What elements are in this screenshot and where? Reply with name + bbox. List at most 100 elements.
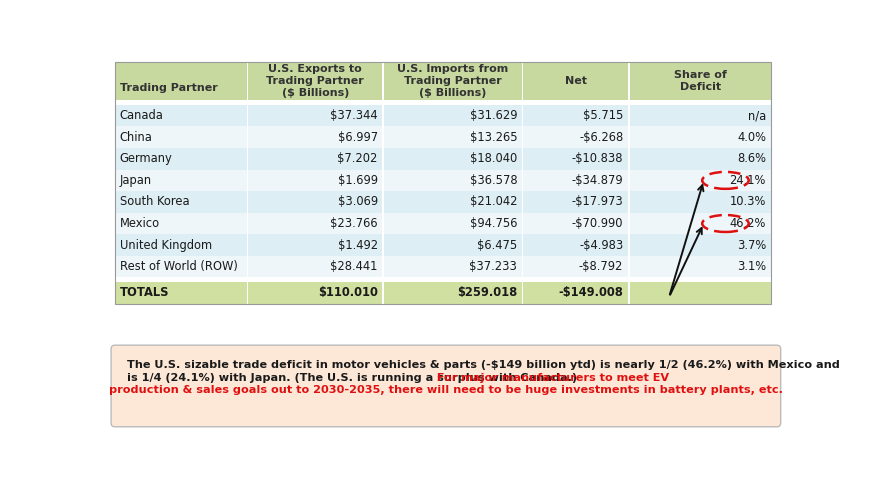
Text: $3.069: $3.069	[337, 196, 377, 209]
Bar	[523, 170, 627, 191]
Bar	[523, 127, 627, 148]
Bar	[115, 282, 247, 304]
Text: 3.7%: 3.7%	[736, 239, 765, 252]
Text: $6.475: $6.475	[476, 239, 516, 252]
Bar	[629, 148, 770, 170]
Bar	[383, 256, 521, 277]
Text: Share of
Deficit: Share of Deficit	[673, 70, 726, 92]
Text: United Kingdom: United Kingdom	[119, 239, 211, 252]
Text: 24.1%: 24.1%	[729, 174, 765, 187]
Bar	[248, 282, 381, 304]
Bar	[115, 256, 247, 277]
Text: $1.699: $1.699	[337, 174, 377, 187]
Bar	[629, 256, 770, 277]
Bar	[248, 127, 381, 148]
Text: $110.010: $110.010	[317, 286, 377, 299]
Text: $36.578: $36.578	[469, 174, 516, 187]
Text: -$8.792: -$8.792	[578, 260, 622, 273]
Text: $1.492: $1.492	[337, 239, 377, 252]
Text: $37.344: $37.344	[329, 109, 377, 122]
Text: is 1/4 (24.1%) with Japan. (The U.S. is running a surplus with Canada.): is 1/4 (24.1%) with Japan. (The U.S. is …	[127, 372, 577, 383]
Text: The U.S. sizable trade deficit in motor vehicles & parts (-$149 billion ytd) is : The U.S. sizable trade deficit in motor …	[127, 360, 839, 370]
Text: 8.6%: 8.6%	[736, 152, 765, 165]
Bar	[248, 213, 381, 234]
Bar	[248, 148, 381, 170]
Bar	[383, 170, 521, 191]
Text: 46.2%: 46.2%	[729, 217, 765, 230]
Bar	[383, 234, 521, 256]
Text: $37.233: $37.233	[468, 260, 516, 273]
Bar	[629, 191, 770, 213]
Text: $94.756: $94.756	[469, 217, 516, 230]
Text: -$149.008: -$149.008	[558, 286, 622, 299]
Text: production & sales goals out to 2030-2035, there will need to be huge investment: production & sales goals out to 2030-203…	[109, 385, 782, 395]
Text: $13.265: $13.265	[469, 131, 516, 144]
Text: Mexico: Mexico	[119, 217, 160, 230]
Bar	[248, 62, 381, 100]
Text: $18.040: $18.040	[469, 152, 516, 165]
Bar	[383, 282, 521, 304]
Bar	[523, 234, 627, 256]
Text: Net: Net	[564, 76, 586, 86]
Bar	[629, 234, 770, 256]
Text: South Korea: South Korea	[119, 196, 189, 209]
Bar	[383, 127, 521, 148]
Bar	[115, 170, 247, 191]
Bar	[248, 256, 381, 277]
Text: n/a: n/a	[746, 109, 765, 122]
Text: For major manufacturers to meet EV: For major manufacturers to meet EV	[433, 372, 669, 383]
Bar	[248, 234, 381, 256]
Text: 3.1%: 3.1%	[736, 260, 765, 273]
Bar	[115, 213, 247, 234]
Bar	[383, 191, 521, 213]
Bar	[629, 62, 770, 100]
Text: China: China	[119, 131, 152, 144]
Text: Germany: Germany	[119, 152, 172, 165]
Text: 10.3%: 10.3%	[729, 196, 765, 209]
Bar	[115, 62, 247, 100]
Text: -$17.973: -$17.973	[571, 196, 622, 209]
Text: -$70.990: -$70.990	[571, 217, 622, 230]
Bar	[523, 282, 627, 304]
Bar	[523, 62, 627, 100]
Text: -$6.268: -$6.268	[579, 131, 622, 144]
Bar	[383, 213, 521, 234]
Bar	[115, 62, 770, 304]
Bar	[115, 191, 247, 213]
Bar	[383, 105, 521, 127]
Bar	[523, 105, 627, 127]
Bar	[523, 256, 627, 277]
Bar	[248, 170, 381, 191]
Bar	[115, 148, 247, 170]
Text: $28.441: $28.441	[330, 260, 377, 273]
Text: -$4.983: -$4.983	[579, 239, 622, 252]
Bar	[629, 127, 770, 148]
Text: $21.042: $21.042	[469, 196, 516, 209]
Text: -$34.879: -$34.879	[571, 174, 622, 187]
Bar	[115, 127, 247, 148]
Bar	[383, 148, 521, 170]
Bar	[523, 213, 627, 234]
Text: U.S. Exports to
Trading Partner
($ Billions): U.S. Exports to Trading Partner ($ Billi…	[266, 64, 364, 99]
Text: $259.018: $259.018	[456, 286, 516, 299]
Text: TOTALS: TOTALS	[119, 286, 169, 299]
Bar	[629, 170, 770, 191]
Bar	[523, 148, 627, 170]
FancyBboxPatch shape	[111, 345, 779, 427]
Bar	[629, 213, 770, 234]
Text: Rest of World (ROW): Rest of World (ROW)	[119, 260, 237, 273]
Bar	[248, 105, 381, 127]
Text: 4.0%: 4.0%	[736, 131, 765, 144]
Text: $23.766: $23.766	[329, 217, 377, 230]
Text: U.S. Imports from
Trading Partner
($ Billions): U.S. Imports from Trading Partner ($ Bil…	[397, 64, 507, 99]
Text: $5.715: $5.715	[582, 109, 622, 122]
Bar	[383, 62, 521, 100]
Bar	[629, 105, 770, 127]
Text: $31.629: $31.629	[469, 109, 516, 122]
Bar	[248, 191, 381, 213]
Text: Canada: Canada	[119, 109, 163, 122]
Text: Japan: Japan	[119, 174, 151, 187]
Text: $7.202: $7.202	[337, 152, 377, 165]
Bar	[523, 191, 627, 213]
Bar	[115, 234, 247, 256]
